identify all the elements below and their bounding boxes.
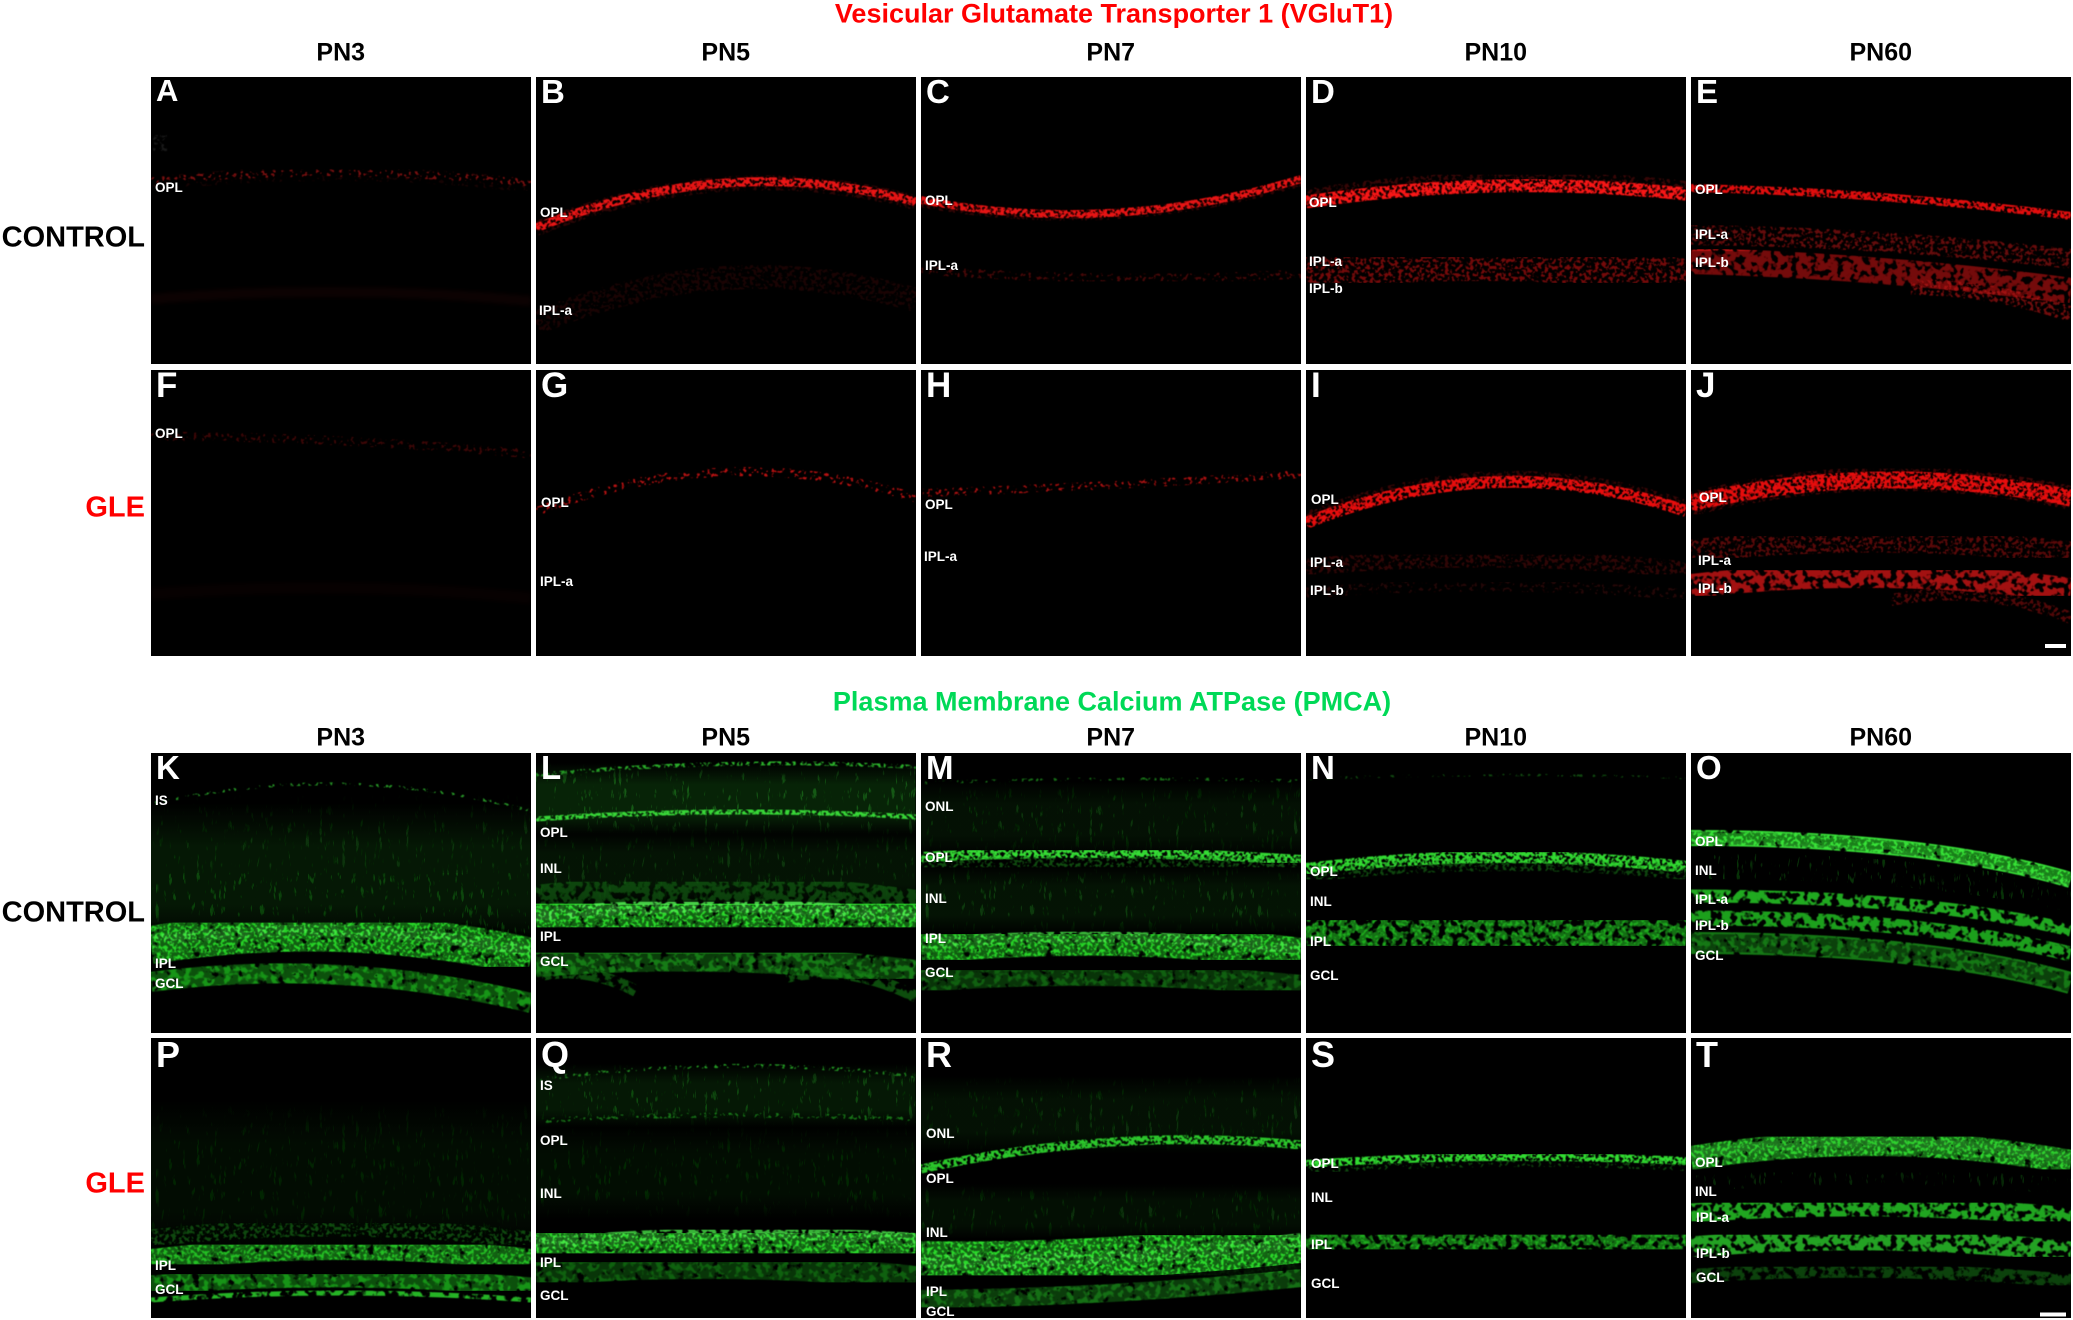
- svg-text:Q: Q: [541, 1038, 569, 1075]
- svg-text:IPL-b: IPL-b: [1695, 255, 1729, 270]
- svg-text:R: R: [926, 1038, 952, 1075]
- svg-text:OPL: OPL: [1695, 834, 1723, 849]
- svg-text:L: L: [541, 753, 561, 786]
- svg-text:IPL: IPL: [155, 1258, 176, 1273]
- svg-text:IPL-b: IPL-b: [1309, 281, 1343, 296]
- svg-text:J: J: [1696, 370, 1715, 405]
- svg-text:IPL-a: IPL-a: [1696, 1210, 1729, 1225]
- svg-text:INL: INL: [1695, 863, 1717, 878]
- svg-text:GCL: GCL: [1311, 1276, 1340, 1291]
- svg-text:IPL-a: IPL-a: [1309, 254, 1342, 269]
- svg-text:A: A: [156, 77, 178, 108]
- svg-text:OPL: OPL: [1699, 490, 1727, 505]
- svg-text:INL: INL: [540, 861, 562, 876]
- svg-text:OPL: OPL: [925, 850, 953, 865]
- svg-text:K: K: [156, 753, 180, 786]
- svg-text:OPL: OPL: [1311, 492, 1339, 507]
- svg-text:INL: INL: [926, 1225, 948, 1240]
- svg-text:GCL: GCL: [540, 1288, 569, 1303]
- svg-text:OPL: OPL: [925, 497, 953, 512]
- svg-text:GCL: GCL: [1696, 1270, 1725, 1285]
- svg-text:IS: IS: [540, 1078, 553, 1093]
- svg-text:OPL: OPL: [1310, 864, 1338, 879]
- svg-text:INL: INL: [1311, 1190, 1333, 1205]
- svg-text:C: C: [926, 77, 950, 110]
- svg-text:OPL: OPL: [1695, 182, 1723, 197]
- svg-text:GCL: GCL: [540, 954, 569, 969]
- svg-text:IPL-b: IPL-b: [1698, 581, 1732, 596]
- svg-text:IPL: IPL: [155, 956, 176, 971]
- svg-text:IPL-a: IPL-a: [1310, 555, 1343, 570]
- svg-text:INL: INL: [925, 891, 947, 906]
- svg-text:GCL: GCL: [925, 965, 954, 980]
- svg-text:OPL: OPL: [1309, 195, 1337, 210]
- svg-text:I: I: [1311, 370, 1321, 405]
- svg-text:IPL-b: IPL-b: [1696, 1246, 1730, 1261]
- svg-text:IPL-b: IPL-b: [1310, 583, 1344, 598]
- svg-text:ONL: ONL: [925, 799, 954, 814]
- svg-text:O: O: [1696, 753, 1722, 786]
- svg-text:GCL: GCL: [1695, 948, 1724, 963]
- svg-text:S: S: [1311, 1038, 1335, 1075]
- svg-text:IPL: IPL: [1310, 934, 1331, 949]
- svg-text:INL: INL: [1695, 1184, 1717, 1199]
- svg-text:INL: INL: [540, 1186, 562, 1201]
- svg-text:GCL: GCL: [926, 1304, 955, 1319]
- svg-text:IPL: IPL: [540, 929, 561, 944]
- svg-text:B: B: [541, 77, 565, 110]
- svg-text:E: E: [1696, 77, 1718, 110]
- svg-text:IPL-a: IPL-a: [924, 549, 957, 564]
- svg-text:INL: INL: [1310, 894, 1332, 909]
- svg-text:IPL-a: IPL-a: [539, 303, 572, 318]
- svg-text:GCL: GCL: [1310, 968, 1339, 983]
- svg-text:OPL: OPL: [540, 205, 568, 220]
- svg-text:IS: IS: [155, 793, 168, 808]
- svg-text:OPL: OPL: [540, 825, 568, 840]
- svg-text:P: P: [156, 1038, 180, 1075]
- svg-text:IPL: IPL: [540, 1255, 561, 1270]
- svg-text:IPL-b: IPL-b: [1695, 918, 1729, 933]
- svg-text:M: M: [926, 753, 954, 786]
- svg-text:OPL: OPL: [925, 193, 953, 208]
- svg-text:IPL: IPL: [925, 931, 946, 946]
- svg-text:OPL: OPL: [155, 426, 183, 441]
- svg-text:IPL-a: IPL-a: [1695, 227, 1728, 242]
- svg-text:G: G: [541, 370, 568, 405]
- svg-text:D: D: [1311, 77, 1335, 110]
- svg-text:N: N: [1311, 753, 1335, 786]
- svg-text:IPL-a: IPL-a: [540, 574, 573, 589]
- svg-text:IPL-a: IPL-a: [1695, 892, 1728, 907]
- svg-text:H: H: [926, 370, 951, 405]
- svg-text:F: F: [156, 370, 177, 405]
- svg-text:OPL: OPL: [155, 180, 183, 195]
- svg-text:OPL: OPL: [1695, 1155, 1723, 1170]
- svg-text:OPL: OPL: [1311, 1156, 1339, 1171]
- svg-text:IPL: IPL: [1311, 1237, 1332, 1252]
- svg-text:ONL: ONL: [926, 1126, 955, 1141]
- svg-text:IPL-a: IPL-a: [925, 258, 958, 273]
- svg-text:OPL: OPL: [926, 1171, 954, 1186]
- svg-text:IPL: IPL: [926, 1284, 947, 1299]
- svg-text:IPL-a: IPL-a: [1698, 553, 1731, 568]
- svg-text:OPL: OPL: [541, 495, 569, 510]
- svg-text:GCL: GCL: [155, 1282, 184, 1297]
- svg-text:GCL: GCL: [155, 976, 184, 991]
- svg-text:OPL: OPL: [540, 1133, 568, 1148]
- svg-text:T: T: [1696, 1038, 1718, 1075]
